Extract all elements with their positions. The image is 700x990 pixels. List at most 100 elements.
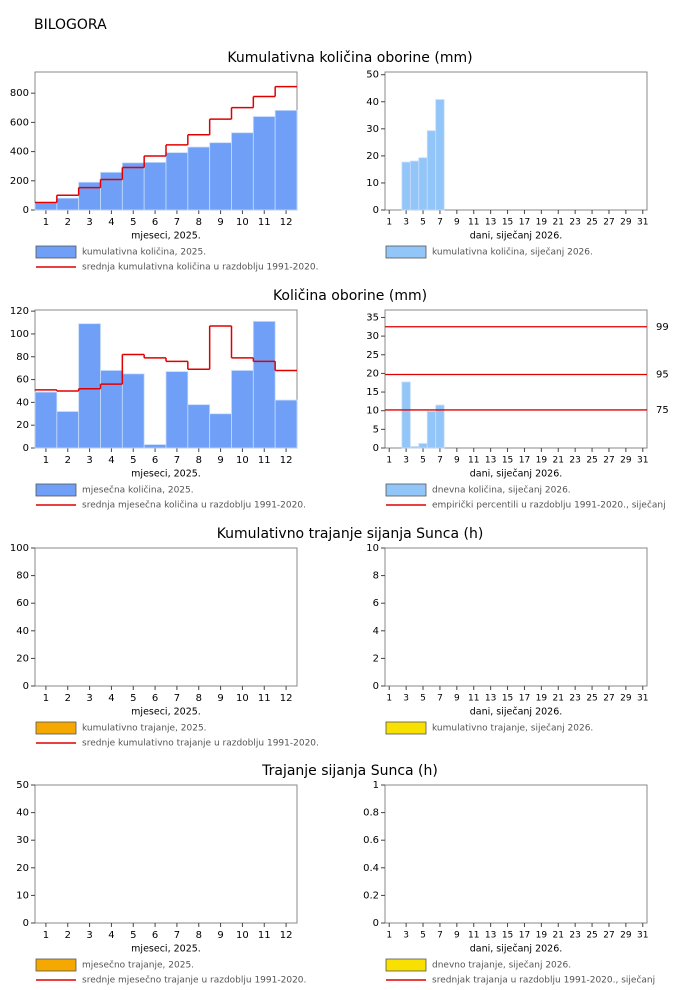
plot-frame <box>34 547 298 687</box>
legend-label: kumulativno trajanje, siječanj 2026. <box>432 723 593 734</box>
y-tick-label: 20 <box>16 863 29 874</box>
x-tick-label: 2 <box>65 217 71 228</box>
x-tick-label: 9 <box>217 455 223 466</box>
x-tick-label: 12 <box>280 693 293 704</box>
bar <box>165 152 189 211</box>
x-tick-label: 3 <box>86 455 92 466</box>
x-tick-label: 21 <box>553 218 564 228</box>
x-tick-label: 4 <box>108 930 114 941</box>
legend-swatch <box>35 721 77 735</box>
x-tick-label: 5 <box>420 218 426 228</box>
x-tick-label: 13 <box>485 694 496 704</box>
x-tick-label: 21 <box>553 456 564 466</box>
x-tick-label: 19 <box>536 931 548 941</box>
y-tick-label: 60 <box>16 598 29 609</box>
x-tick-label: 23 <box>569 694 580 704</box>
x-tick-label: 27 <box>603 456 614 466</box>
plot-frame <box>384 309 648 449</box>
x-tick-label: 9 <box>454 694 460 704</box>
x-tick-label: 1 <box>386 694 392 704</box>
x-tick-label: 8 <box>196 930 202 941</box>
x-tick-label: 29 <box>620 694 632 704</box>
x-tick-label: 23 <box>569 931 580 941</box>
x-tick-label: 3 <box>403 456 409 466</box>
x-tick-label: 3 <box>86 217 92 228</box>
x-tick-label: 29 <box>620 456 632 466</box>
bar <box>209 413 232 449</box>
x-tick-label: 6 <box>152 217 158 228</box>
bar <box>143 161 167 211</box>
y-tick-label: 4 <box>373 626 379 637</box>
bar <box>143 444 167 449</box>
legend-label: dnevno trajanje, siječanj 2026. <box>432 960 571 971</box>
x-tick-label: 27 <box>603 218 614 228</box>
bar <box>274 399 298 449</box>
plot-frame <box>384 71 648 211</box>
bar <box>34 202 58 211</box>
x-tick-label: 6 <box>152 693 158 704</box>
bar <box>426 130 437 211</box>
y-tick-label: 0.6 <box>363 835 379 846</box>
x-tick-label: 25 <box>586 694 597 704</box>
y-tick-label: 40 <box>16 397 29 408</box>
plot-frame <box>34 784 298 924</box>
x-axis-label: mjeseci, 2025. <box>131 944 201 955</box>
x-tick-label: 5 <box>130 930 136 941</box>
x-tick-label: 25 <box>586 931 597 941</box>
bar <box>165 371 189 449</box>
x-tick-label: 9 <box>454 456 460 466</box>
legend-label: srednja kumulativna količina u razdoblju… <box>82 262 318 273</box>
y-tick-label: 15 <box>366 387 379 398</box>
y-tick-label: 10 <box>366 178 379 189</box>
x-tick-label: 15 <box>502 218 513 228</box>
x-tick-label: 5 <box>420 456 426 466</box>
section-title: Količina oborine (mm) <box>273 288 427 304</box>
percentile-label: 99 <box>656 322 669 333</box>
x-axis-label: dani, siječanj 2026. <box>470 944 563 955</box>
x-tick-label: 12 <box>280 930 293 941</box>
x-tick-label: 3 <box>403 694 409 704</box>
x-tick-label: 7 <box>437 931 443 941</box>
y-tick-label: 0 <box>373 443 379 454</box>
y-tick-label: 0.4 <box>363 863 379 874</box>
x-tick-label: 8 <box>196 693 202 704</box>
x-tick-label: 29 <box>620 931 632 941</box>
x-tick-label: 17 <box>519 218 530 228</box>
x-tick-label: 27 <box>603 694 614 704</box>
x-tick-label: 9 <box>217 217 223 228</box>
bar <box>187 146 211 211</box>
legend-label: mjesečna količina, 2025. <box>82 485 194 496</box>
x-tick-label: 9 <box>217 693 223 704</box>
x-tick-label: 17 <box>519 931 530 941</box>
x-tick-label: 23 <box>569 218 580 228</box>
bar <box>426 411 437 449</box>
bar <box>100 370 123 449</box>
legend-label: kumulativna količina, siječanj 2026. <box>432 247 593 258</box>
x-tick-label: 3 <box>403 931 409 941</box>
plot-frame <box>384 784 648 924</box>
y-tick-label: 0 <box>373 205 379 216</box>
x-tick-label: 25 <box>586 456 597 466</box>
bar <box>252 321 276 449</box>
bar <box>121 162 145 211</box>
y-tick-label: 600 <box>10 117 29 128</box>
x-tick-label: 8 <box>196 455 202 466</box>
bar <box>409 446 420 449</box>
x-tick-label: 1 <box>386 218 392 228</box>
x-tick-label: 19 <box>536 218 548 228</box>
bar <box>34 391 58 449</box>
x-tick-label: 7 <box>437 694 443 704</box>
y-tick-label: 0.8 <box>363 808 379 819</box>
x-tick-label: 7 <box>437 456 443 466</box>
x-tick-label: 21 <box>553 931 564 941</box>
x-tick-label: 4 <box>108 693 114 704</box>
x-tick-label: 2 <box>65 455 71 466</box>
x-tick-label: 7 <box>174 455 180 466</box>
x-axis-label: mjeseci, 2025. <box>131 231 201 242</box>
x-tick-label: 15 <box>502 694 513 704</box>
x-tick-label: 13 <box>485 456 496 466</box>
x-tick-label: 1 <box>43 217 49 228</box>
x-tick-label: 9 <box>454 931 460 941</box>
x-tick-label: 1 <box>386 931 392 941</box>
legend-swatch <box>385 245 427 259</box>
